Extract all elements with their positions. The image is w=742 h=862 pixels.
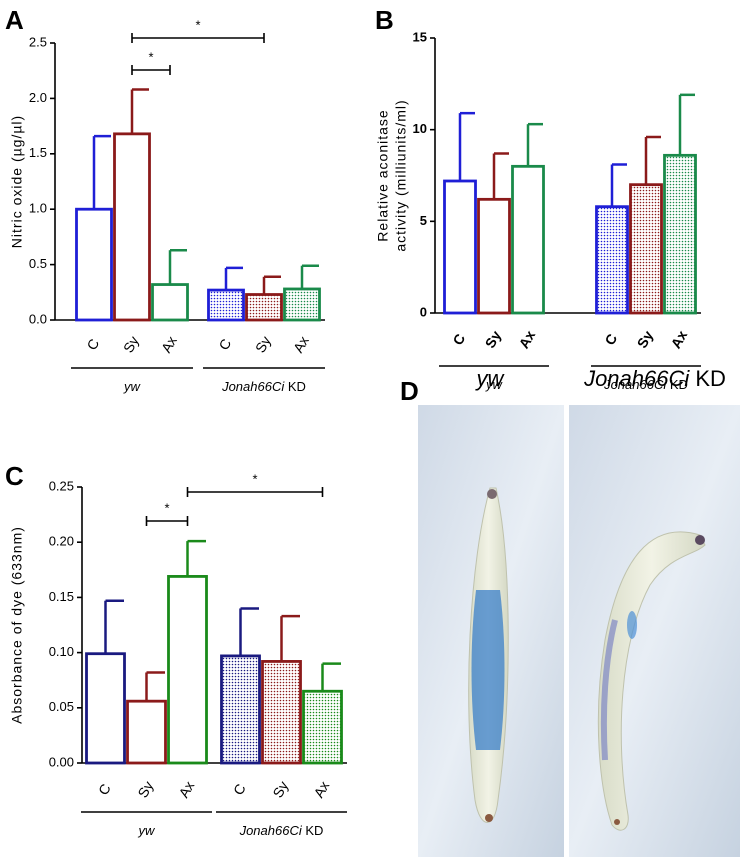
- caption-part: yw: [475, 366, 506, 391]
- significance-label: *: [148, 49, 153, 64]
- y-tick-label: 2.5: [29, 34, 47, 49]
- group-label-part: yw: [485, 377, 504, 392]
- bar: [207, 288, 245, 322]
- group-label: Jonah66Ci KD: [603, 377, 688, 392]
- x-tick-label: Sy: [634, 328, 657, 351]
- y-tick-label: 1.0: [29, 201, 47, 216]
- caption: Jonah66Ci KD: [583, 366, 726, 391]
- x-tick-label: C: [215, 336, 234, 353]
- bar: [283, 287, 321, 322]
- x-tick-label: Ax: [290, 333, 312, 355]
- y-tick-label: 0.10: [49, 644, 74, 659]
- bar: [85, 652, 126, 765]
- x-tick-label: Sy: [269, 778, 291, 800]
- group-label-part: Jonah66Ci: [221, 379, 285, 394]
- y-tick-label: 0.15: [49, 589, 74, 604]
- x-tick-label: C: [230, 781, 249, 798]
- bar: [261, 660, 302, 765]
- x-tick-label: Ax: [515, 327, 538, 351]
- panel-d: D yw Jonah66Ci KD: [400, 366, 740, 857]
- y-tick-label: 0: [420, 304, 427, 319]
- y-tick-label: 15: [413, 29, 427, 44]
- caption-part: KD: [695, 366, 726, 391]
- group-label-part: Jonah66Ci: [603, 377, 667, 392]
- bar: [443, 179, 477, 315]
- significance-label: *: [164, 500, 169, 515]
- x-tick-label: Sy: [134, 778, 156, 800]
- bar: [663, 153, 697, 315]
- y-axis-label: Nitric oxide (µg/µl): [9, 115, 25, 248]
- caption-part: Jonah66Ci: [583, 366, 690, 391]
- x-tick-label: C: [95, 781, 114, 798]
- x-tick-label: C: [601, 331, 620, 348]
- group-label-part: KD: [284, 379, 306, 394]
- bar: [511, 164, 545, 315]
- group-label: Jonah66Ci KD: [239, 823, 324, 838]
- group-label: yw: [485, 377, 504, 392]
- bar: [595, 205, 629, 315]
- spot: [695, 535, 705, 545]
- bar: [151, 283, 189, 322]
- y-tick-label: 0.5: [29, 256, 47, 271]
- bar: [167, 575, 208, 765]
- x-tick-label: Ax: [175, 778, 197, 800]
- group-label-part: KD: [666, 377, 688, 392]
- bar: [629, 183, 663, 315]
- y-tick-label: 10: [413, 121, 427, 136]
- x-tick-label: C: [449, 331, 468, 348]
- group-label-part: Jonah66Ci: [239, 823, 303, 838]
- y-tick-label: 0.00: [49, 754, 74, 769]
- x-tick-label: Sy: [120, 333, 142, 355]
- bar: [126, 699, 167, 765]
- group-label-part: KD: [302, 823, 324, 838]
- y-axis-label: Relative aconitase: [375, 109, 391, 241]
- panel-label: B: [375, 5, 394, 35]
- bar: [477, 197, 511, 315]
- y-tick-label: 2.0: [29, 90, 47, 105]
- y-axis-label: activity (milliunits/ml): [393, 99, 409, 251]
- x-tick-label: Ax: [667, 327, 690, 351]
- x-tick-label: Ax: [310, 778, 332, 800]
- y-tick-label: 0.0: [29, 311, 47, 326]
- panel-label: D: [400, 376, 419, 406]
- bar: [220, 654, 261, 765]
- bar: [113, 132, 151, 322]
- spot: [487, 489, 497, 499]
- y-tick-label: 0.20: [49, 534, 74, 549]
- significance-label: *: [195, 17, 200, 32]
- panel-label: C: [5, 461, 24, 491]
- y-tick-label: 0.05: [49, 699, 74, 714]
- dye: [471, 590, 505, 750]
- group-label-part: yw: [123, 379, 142, 394]
- bar: [75, 207, 113, 322]
- spot: [485, 814, 493, 822]
- x-tick-label: C: [83, 336, 102, 353]
- group-label: Jonah66Ci KD: [221, 379, 306, 394]
- dye: [627, 611, 637, 639]
- y-tick-label: 1.5: [29, 145, 47, 160]
- bar: [302, 689, 343, 765]
- x-tick-label: Sy: [482, 328, 505, 351]
- x-tick-label: Ax: [158, 333, 180, 355]
- group-label: yw: [138, 823, 157, 838]
- gut: [600, 619, 618, 761]
- y-tick-label: 5: [420, 213, 427, 228]
- caption: yw: [475, 366, 506, 391]
- y-axis-label: Absorbance of dye (633nm): [9, 526, 25, 724]
- photo: [569, 405, 740, 857]
- y-tick-label: 0.25: [49, 478, 74, 493]
- group-label-part: yw: [138, 823, 157, 838]
- panel-label: A: [5, 5, 24, 35]
- larva: [597, 531, 706, 831]
- significance-label: *: [252, 471, 257, 486]
- spot: [614, 819, 620, 825]
- group-label: yw: [123, 379, 142, 394]
- x-tick-label: Sy: [252, 333, 274, 355]
- bar: [245, 293, 283, 322]
